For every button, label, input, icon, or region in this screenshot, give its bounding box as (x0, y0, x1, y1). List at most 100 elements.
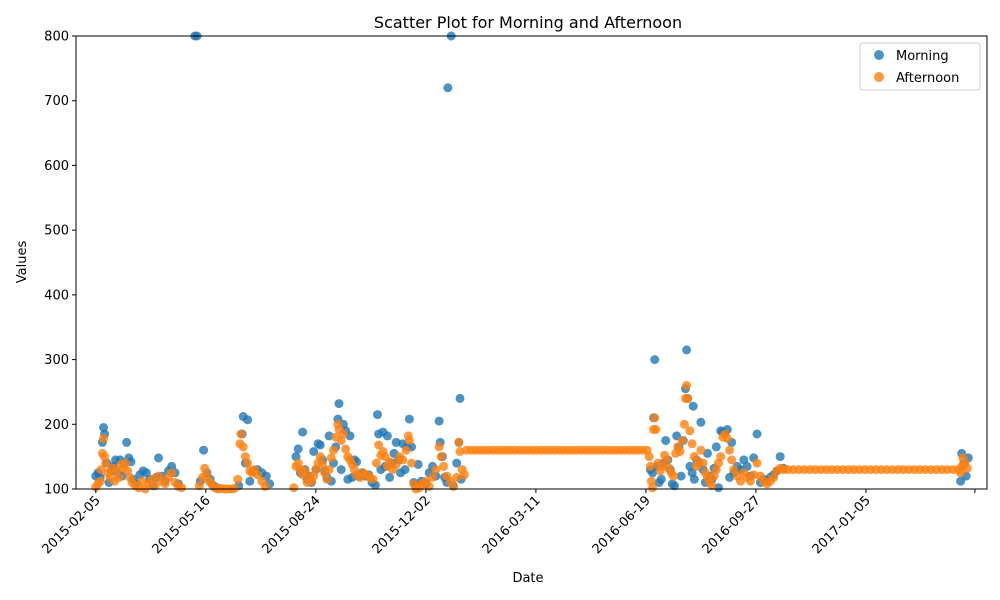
y-tick-label: 300 (44, 353, 69, 368)
data-point-morning (434, 416, 444, 426)
data-point-afternoon (324, 465, 334, 475)
data-point-morning (315, 440, 325, 450)
y-tick-label: 700 (44, 94, 69, 109)
data-point-afternoon (428, 472, 437, 482)
y-tick-label: 100 (44, 483, 69, 498)
data-point-afternoon (962, 463, 972, 473)
data-point-morning (682, 345, 692, 355)
data-point-afternoon (391, 459, 401, 469)
data-point-morning (676, 471, 686, 481)
legend: Morning Afternoon (859, 42, 981, 91)
data-point-morning (298, 427, 308, 437)
data-point-afternoon (707, 481, 717, 491)
data-point-afternoon (300, 466, 310, 476)
data-point-morning (385, 472, 395, 482)
data-point-afternoon (398, 455, 408, 465)
data-point-afternoon (194, 481, 204, 491)
y-tick-label: 800 (44, 30, 69, 45)
data-point-morning (199, 445, 209, 455)
series-afternoon (91, 381, 972, 494)
data-point-afternoon (114, 472, 124, 482)
data-point-afternoon (243, 458, 253, 468)
data-point-afternoon (315, 452, 325, 462)
data-point-afternoon (644, 452, 654, 462)
data-point-afternoon (696, 445, 706, 455)
data-point-afternoon (687, 439, 697, 449)
data-point-afternoon (95, 476, 105, 486)
data-point-afternoon (651, 425, 661, 434)
data-point-afternoon (338, 429, 348, 439)
data-point-afternoon (167, 468, 177, 478)
data-point-afternoon (229, 483, 239, 493)
data-point-afternoon (698, 458, 708, 468)
data-point-afternoon (682, 381, 692, 390)
data-point-afternoon (648, 483, 657, 493)
data-point-morning (334, 399, 344, 409)
data-point-morning (122, 437, 132, 447)
data-point-morning (455, 393, 465, 403)
data-point-afternoon (452, 472, 462, 482)
legend-marker-afternoon (874, 72, 884, 82)
data-point-morning (309, 447, 319, 456)
y-tick-label: 500 (44, 224, 69, 239)
y-axis-title: Values (15, 241, 30, 284)
data-point-afternoon (371, 458, 381, 468)
legend-box (859, 42, 981, 91)
data-point-afternoon (675, 447, 685, 456)
data-point-afternoon (722, 434, 732, 443)
data-point-afternoon (289, 483, 299, 493)
legend-label-morning: Morning (896, 49, 949, 64)
data-point-morning (670, 481, 679, 491)
data-point-afternoon (662, 455, 672, 465)
data-point-afternoon (238, 442, 248, 452)
data-point-afternoon (401, 445, 411, 455)
data-point-afternoon (374, 440, 384, 450)
data-point-afternoon (322, 474, 332, 484)
data-point-afternoon (685, 426, 695, 436)
data-point-morning (404, 414, 414, 424)
data-point-morning (696, 417, 706, 427)
data-point-afternoon (736, 476, 745, 486)
data-point-afternoon (752, 458, 762, 468)
data-point-afternoon (448, 481, 458, 491)
data-point-afternoon (99, 434, 108, 443)
data-point-morning (373, 410, 382, 420)
data-point-afternoon (645, 461, 655, 471)
data-point-afternoon (329, 445, 338, 455)
data-point-afternoon (677, 436, 687, 445)
chart-title: Scatter Plot for Morning and Afternoon (374, 13, 682, 32)
data-point-afternoon (434, 442, 444, 452)
data-point-morning (382, 431, 392, 441)
data-point-afternoon (439, 461, 448, 471)
y-tick-label: 400 (44, 288, 69, 303)
data-point-morning (452, 458, 462, 468)
data-point-afternoon (725, 445, 734, 455)
data-point-afternoon (683, 393, 693, 403)
data-point-afternoon (326, 453, 336, 463)
data-point-afternoon (454, 437, 464, 447)
data-point-morning (243, 415, 253, 425)
data-point-morning (656, 474, 666, 484)
data-point-morning (752, 429, 762, 439)
data-point-afternoon (121, 458, 130, 468)
data-point-afternoon (368, 474, 378, 484)
data-point-afternoon (318, 459, 327, 469)
plot-area-frame (75, 35, 988, 490)
data-point-morning (154, 453, 163, 463)
y-axis: 100 200 300 400 500 600 700 800 (44, 30, 76, 498)
data-point-afternoon (253, 470, 262, 480)
y-tick-label: 600 (44, 159, 69, 174)
data-point-morning (293, 444, 303, 454)
data-point-afternoon (749, 470, 759, 480)
data-point-afternoon (679, 419, 689, 429)
data-point-afternoon (716, 452, 726, 462)
data-point-afternoon (668, 471, 678, 481)
legend-label-afternoon: Afternoon (896, 71, 959, 86)
data-point-afternoon (727, 455, 737, 465)
data-point-morning (661, 436, 671, 445)
legend-marker-morning (874, 50, 884, 60)
data-point-morning (650, 355, 660, 365)
y-tick-label: 200 (44, 418, 69, 433)
